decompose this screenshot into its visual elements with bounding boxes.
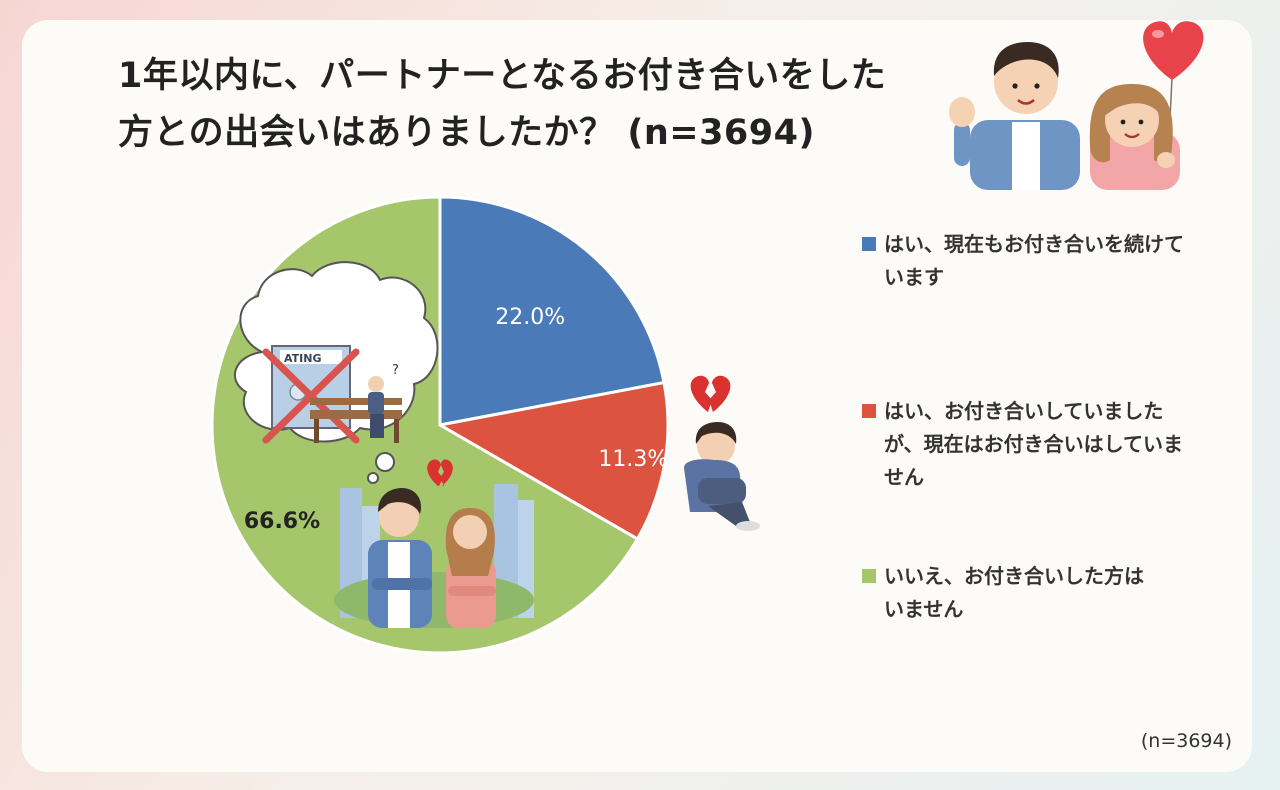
legend-swatch-green: [862, 569, 876, 583]
chart-title-line-2: 方との出会いはありましたか？ (n=3694): [118, 113, 815, 153]
couple-with-heart-balloon-illustration: [949, 21, 1204, 190]
pie-slice-yes-ended-label: 11.3%: [598, 447, 668, 472]
legend-label-line: はい、現在もお付き合いを続けて: [884, 232, 1184, 256]
chart-title: 1年以内に、パートナーとなるお付き合いをした 方との出会いはありましたか？ (n…: [118, 48, 918, 162]
sample-size-note: (n=3694): [1140, 730, 1232, 752]
pie-slice-yes-ended: [435, 380, 670, 542]
legend-label-line: はい、お付き合いしていました: [884, 399, 1164, 423]
couple-broken-heart-illustration: [334, 459, 534, 628]
thought-bubble-dating-illustration: ATING ?: [234, 261, 439, 484]
legend-item-no: いいえ、お付き合いした方は いません: [862, 560, 1232, 626]
legend-item-yes-current: はい、現在もお付き合いを続けて います: [862, 228, 1232, 294]
legend-label-line: います: [884, 265, 944, 289]
pie-slice-no-label: 66.6%: [244, 509, 320, 534]
sad-person-illustration: [684, 375, 760, 531]
svg-text:ATING: ATING: [284, 352, 322, 365]
legend-label-line: いません: [884, 597, 964, 621]
legend-label-line: が、現在はお付き合いはしていま: [884, 432, 1183, 456]
pie-slice-yes-current: [438, 195, 666, 427]
legend-swatch-red: [862, 404, 876, 418]
legend-swatch-blue: [862, 237, 876, 251]
legend-label-line: せん: [884, 465, 924, 489]
legend-item-yes-ended: はい、お付き合いしていました が、現在はお付き合いはしていま せん: [862, 395, 1232, 494]
chart-title-line-1: 1年以内に、パートナーとなるお付き合いをした: [118, 56, 887, 96]
pie-slice-yes-current-label: 22.0%: [495, 305, 565, 330]
svg-text:?: ?: [392, 363, 399, 378]
legend-label-line: いいえ、お付き合いした方は: [884, 564, 1144, 588]
